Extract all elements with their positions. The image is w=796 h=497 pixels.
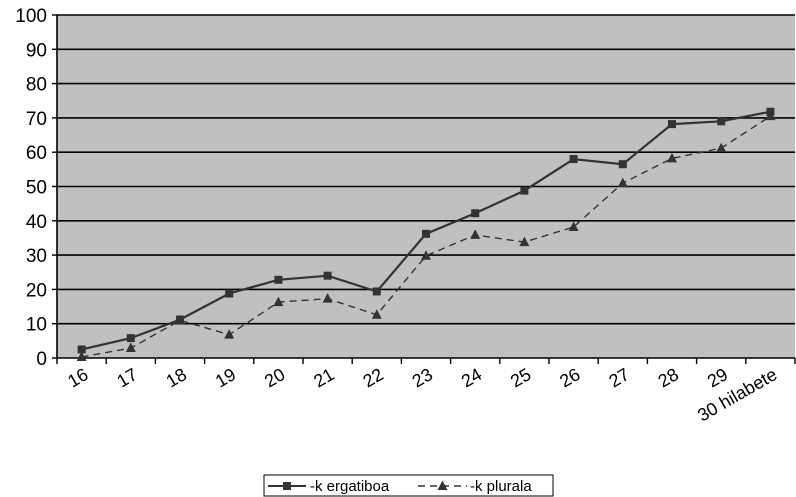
data-point-s0-8 — [471, 209, 480, 218]
data-point-s0-4 — [274, 275, 283, 284]
data-point-s1-8 — [470, 229, 481, 239]
x-tick-label-20: 20 — [261, 364, 288, 391]
data-point-s0-3 — [225, 289, 234, 298]
data-point-s1-4 — [273, 296, 284, 307]
x-tick-label-17: 17 — [113, 364, 140, 391]
data-point-s1-0 — [76, 351, 87, 361]
y-tick-label-30: 30 — [26, 246, 47, 267]
series-1 — [76, 110, 776, 361]
x-tick-label-22: 22 — [359, 364, 386, 391]
legend: -k ergatiboa -k plurala — [263, 474, 554, 497]
data-point-s1-11 — [617, 177, 628, 188]
y-tick-label-70: 70 — [26, 109, 47, 130]
y-axis-tick-labels: 0 10 20 30 40 50 60 70 80 90 100 — [15, 6, 47, 370]
data-point-s1-12 — [667, 152, 677, 163]
y-tick-label-40: 40 — [26, 212, 47, 233]
x-tick-label-29: 29 — [704, 364, 731, 391]
data-point-s1-1 — [125, 342, 136, 353]
y-tick-label-20: 20 — [26, 280, 47, 301]
data-point-s1-13 — [716, 142, 727, 153]
data-point-s0-0 — [77, 345, 86, 354]
x-tick-label-23: 23 — [409, 364, 436, 391]
x-tick-label-16: 16 — [64, 364, 91, 391]
data-point-s0-6 — [372, 287, 381, 296]
legend-marker-1 — [437, 480, 448, 490]
x-tick-label-21: 21 — [310, 364, 337, 391]
x-tick-label-19: 19 — [212, 364, 239, 391]
data-point-s1-5 — [322, 293, 333, 303]
x-tick-label-27: 27 — [605, 364, 632, 391]
y-tick-label-80: 80 — [26, 75, 47, 96]
data-point-s1-3 — [224, 329, 235, 339]
data-point-s0-7 — [422, 229, 430, 238]
x-tick-label-25: 25 — [507, 364, 534, 391]
axes — [52, 14, 796, 364]
x-tick-label-28: 28 — [655, 364, 682, 391]
data-point-s0-13 — [717, 117, 726, 126]
legend-marker-0 — [283, 482, 291, 490]
y-tick-label-100: 100 — [15, 6, 47, 27]
series-line-1 — [81, 115, 771, 358]
data-point-s1-10 — [568, 221, 579, 231]
legend-label-1: -k plurala — [470, 478, 532, 495]
x-tick-label-26: 26 — [556, 364, 583, 391]
data-point-s1-2 — [175, 314, 185, 325]
data-point-s0-9 — [520, 186, 529, 195]
legend-label-0: -k ergatiboa — [310, 478, 390, 495]
y-tick-label-90: 90 — [26, 40, 47, 61]
data-point-s0-10 — [569, 155, 578, 164]
y-tick-label-10: 10 — [26, 315, 47, 336]
y-tick-label-0: 0 — [36, 349, 47, 370]
data-point-s0-11 — [618, 160, 627, 169]
legend-items: -k ergatiboa -k plurala — [268, 478, 532, 495]
data-series — [76, 107, 776, 361]
legend-box — [263, 474, 554, 497]
data-point-s1-9 — [519, 236, 530, 247]
x-tick-label-18: 18 — [163, 364, 190, 391]
data-point-s0-12 — [668, 120, 676, 129]
y-tick-label-50: 50 — [26, 178, 47, 199]
data-point-s1-7 — [421, 250, 431, 260]
data-point-s0-1 — [126, 334, 135, 343]
x-tick-label-24: 24 — [458, 364, 485, 391]
data-point-s1-14 — [765, 110, 776, 121]
y-tick-label-60: 60 — [26, 143, 47, 164]
data-point-s0-5 — [323, 271, 332, 280]
data-point-s1-6 — [371, 309, 382, 319]
